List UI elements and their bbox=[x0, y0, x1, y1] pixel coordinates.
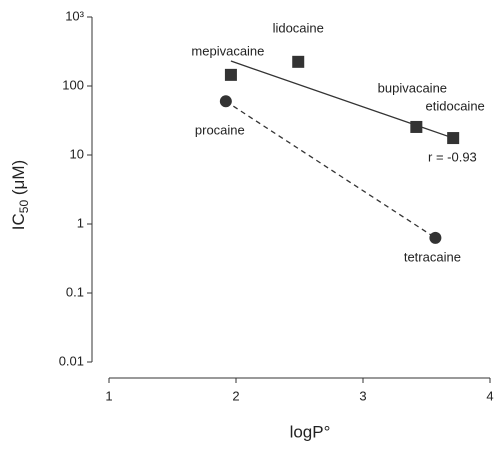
x-tick-label: 3 bbox=[359, 388, 366, 403]
point bbox=[410, 120, 423, 133]
y-tick-label: 1 bbox=[77, 215, 84, 230]
point bbox=[219, 95, 232, 108]
point-label: mepivacaine bbox=[191, 43, 264, 58]
x-axis-label: logP° bbox=[290, 422, 331, 441]
x-tick-label: 1 bbox=[105, 388, 112, 403]
point bbox=[292, 55, 305, 68]
point-label: procaine bbox=[195, 123, 245, 138]
point-label: bupivacaine bbox=[378, 80, 447, 95]
point-label: tetracaine bbox=[404, 249, 461, 264]
y-axis-label-main: IC bbox=[9, 213, 28, 230]
y-axis-label: IC50 (μM) bbox=[9, 160, 31, 230]
y-tick-label: 0.1 bbox=[66, 284, 84, 299]
y-tick-label: 10³ bbox=[65, 8, 84, 23]
point bbox=[447, 132, 460, 145]
point bbox=[224, 68, 237, 81]
point-label: lidocaine bbox=[273, 20, 324, 35]
y-tick-label: 10 bbox=[70, 146, 84, 161]
point-label: etidocaine bbox=[426, 98, 485, 113]
y-axis-label-unit: (μM) bbox=[9, 160, 28, 200]
y-tick-label: 0.01 bbox=[59, 353, 84, 368]
x-tick-label: 2 bbox=[232, 388, 239, 403]
annotation: r = -0.93 bbox=[428, 149, 477, 164]
x-tick-label: 4 bbox=[486, 388, 493, 403]
y-tick-label: 100 bbox=[62, 77, 84, 92]
point bbox=[429, 231, 442, 244]
y-axis-label-sub: 50 bbox=[17, 200, 31, 214]
fit-line bbox=[225, 100, 436, 239]
